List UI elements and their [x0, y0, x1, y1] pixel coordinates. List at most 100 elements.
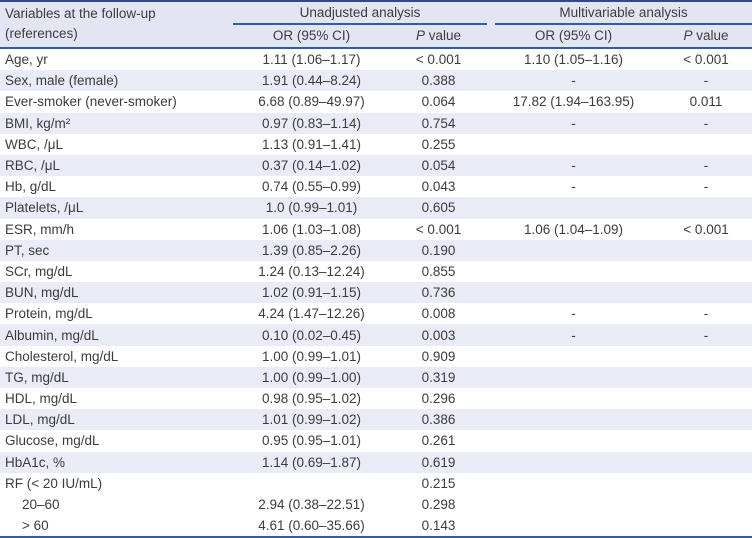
unadjusted-or-cell: 1.00 (0.99–1.00): [261, 369, 362, 385]
table-row: RF (< 20 IU/mL) 0.215: [0, 473, 752, 494]
unadjusted-p-cell: 0.736: [421, 285, 456, 301]
unadjusted-p-cell: 0.605: [421, 200, 456, 216]
unadjusted-p-cell: 0.008: [421, 306, 456, 322]
multivariable-p-cell: [660, 494, 752, 515]
unadjusted-or-cell: 0.37 (0.14–1.02): [261, 158, 362, 174]
unadjusted-p-cell: 0.619: [421, 454, 456, 470]
unadjusted-or-cell: 0.10 (0.02–0.45): [261, 327, 362, 343]
unadjusted-or-cell: 0.98 (0.95–1.02): [261, 391, 362, 407]
table-row: 20–60 2.94 (0.38–22.51) 0.298: [0, 493, 752, 516]
variable-cell: Platelets, /μL: [5, 200, 84, 216]
unadjusted-or-cell: 0.97 (0.83–1.14): [261, 115, 362, 131]
table-row: Cholesterol, mg/dL 1.00 (0.99–1.01) 0.90…: [0, 346, 752, 367]
unadjusted-or-cell: 1.0 (0.99–1.01): [265, 200, 358, 216]
unadjusted-p-cell: 0.909: [421, 348, 456, 364]
multivariable-p-cell: [660, 452, 752, 473]
multivariable-or-cell: -: [571, 73, 576, 89]
multivariable-or-cell: [487, 197, 660, 218]
multivariable-p-cell: < 0.001: [683, 221, 729, 237]
table-row: BMI, kg/m² 0.97 (0.83–1.14) 0.754 - -: [0, 112, 752, 134]
unadjusted-or-cell: 1.14 (0.69–1.87): [261, 454, 362, 470]
multivariable-p-cell: [660, 409, 752, 430]
unadjusted-or-cell: 1.11 (1.06–1.17): [262, 52, 361, 68]
unadjusted-or-cell: 1.00 (0.99–1.01): [261, 348, 362, 364]
unadjusted-or-cell: 1.06 (1.03–1.08): [261, 221, 362, 237]
table-row: ESR, mm/h 1.06 (1.03–1.08) < 0.001 1.06 …: [0, 219, 752, 240]
variable-cell: Hb, g/dL: [5, 179, 57, 195]
multivariable-p-cell: -: [703, 327, 709, 343]
p-italic-label: P: [683, 28, 693, 43]
multivariable-p-cell: [660, 367, 752, 388]
multivariable-p-cell: -: [703, 73, 709, 89]
multivariable-p-cell: 0.011: [689, 94, 723, 110]
multivariable-or-cell: [487, 409, 660, 430]
unadjusted-p-cell: 0.215: [421, 475, 456, 491]
table-row: PT, sec 1.39 (0.85–2.26) 0.190: [0, 239, 752, 261]
variable-cell: > 60: [22, 518, 49, 534]
variable-cell: RF (< 20 IU/mL): [5, 475, 103, 491]
table-row: RBC, /μL 0.37 (0.14–1.02) 0.054 - -: [0, 154, 752, 177]
multivariable-or-cell: [487, 261, 660, 282]
variable-cell: Protein, mg/dL: [5, 306, 93, 322]
multivariable-p-cell: [660, 388, 752, 409]
multivariable-or-cell: 1.06 (1.04–1.09): [523, 221, 624, 237]
variable-cell: LDL, mg/dL: [5, 412, 75, 428]
unadjusted-analysis-group-header: Unadjusted analysis: [233, 1, 488, 25]
unadjusted-or-cell: [233, 473, 390, 494]
unadjusted-p-cell: 0.319: [421, 369, 456, 385]
unadjusted-or-cell: 1.91 (0.44–8.24): [261, 73, 362, 89]
group-header-row: Variables at the follow-up (references) …: [0, 1, 752, 49]
multivariable-or-cell: [487, 388, 660, 409]
multivariable-or-cell: [487, 346, 660, 367]
multivariable-p-cell: [660, 346, 752, 367]
multivariable-or-cell: [487, 473, 660, 494]
variable-cell: HDL, mg/dL: [5, 391, 78, 407]
variable-cell: TG, mg/dL: [5, 369, 69, 385]
multivariable-or-cell: [487, 240, 660, 261]
variable-cell: RBC, /μL: [5, 158, 61, 174]
table-row: LDL, mg/dL 1.01 (0.99–1.02) 0.386: [0, 409, 752, 431]
variable-cell: Sex, male (female): [5, 73, 119, 89]
unadjusted-or-cell: 4.61 (0.60–35.66): [258, 518, 365, 534]
unadjusted-p-cell: 0.190: [421, 242, 456, 258]
variable-cell: Age, yr: [5, 52, 48, 68]
multivariable-or-cell: [487, 282, 660, 303]
variables-header-line2: (references): [5, 26, 78, 41]
multivariable-p-cell: [660, 515, 752, 537]
table-row: Glucose, mg/dL 0.95 (0.95–1.01) 0.261: [0, 430, 752, 451]
unadjusted-or-cell: 1.39 (0.85–2.26): [261, 242, 362, 258]
table-row: WBC, /μL 1.13 (0.91–1.41) 0.255: [0, 134, 752, 155]
unadjusted-p-cell: 0.296: [421, 391, 456, 407]
variable-cell: Ever-smoker (never-smoker): [5, 94, 177, 110]
table-row: Protein, mg/dL 4.24 (1.47–12.26) 0.008 -…: [0, 303, 752, 324]
unadjusted-p-cell: 0.003: [421, 327, 456, 343]
table-row: HDL, mg/dL 0.98 (0.95–1.02) 0.296: [0, 388, 752, 409]
multivariable-or-cell: [487, 367, 660, 388]
unadjusted-p-cell: 0.855: [421, 263, 456, 279]
unadjusted-p-cell: 0.298: [421, 497, 456, 513]
multivariable-or-header: OR (95% CI): [487, 25, 661, 49]
table-header: Variables at the follow-up (references) …: [0, 1, 752, 49]
multivariable-p-cell: [660, 473, 752, 494]
unadjusted-p-cell: 0.255: [421, 136, 456, 152]
multivariable-or-cell: [487, 134, 660, 155]
variable-cell: 20–60: [22, 497, 60, 513]
unadjusted-or-cell: 1.24 (0.13–12.24): [258, 263, 365, 279]
multivariable-or-cell: 17.82 (1.94–163.95): [512, 94, 635, 110]
multivariable-or-cell: -: [571, 115, 576, 131]
unadjusted-or-cell: 1.13 (0.91–1.41): [261, 136, 362, 152]
table-row: Hb, g/dL 0.74 (0.55–0.99) 0.043 - -: [0, 176, 752, 197]
table-row: Age, yr 1.11 (1.06–1.17) < 0.001 1.10 (1…: [0, 48, 752, 70]
unadjusted-or-cell: 0.95 (0.95–1.01): [261, 433, 362, 449]
p-italic-label: P: [415, 28, 425, 43]
variable-cell: WBC, /μL: [5, 136, 64, 152]
multivariable-p-header: P value: [660, 25, 752, 49]
table-row: Ever-smoker (never-smoker) 6.68 (0.89–49…: [0, 91, 752, 112]
multivariable-or-cell: [487, 494, 660, 515]
multivariable-analysis-label: Multivariable analysis: [495, 2, 752, 25]
multivariable-or-cell: -: [571, 179, 576, 195]
unadjusted-p-header: P value: [390, 25, 488, 49]
multivariable-p-cell: [660, 134, 752, 155]
variable-cell: Cholesterol, mg/dL: [5, 348, 119, 364]
variable-cell: SCr, mg/dL: [5, 263, 73, 279]
